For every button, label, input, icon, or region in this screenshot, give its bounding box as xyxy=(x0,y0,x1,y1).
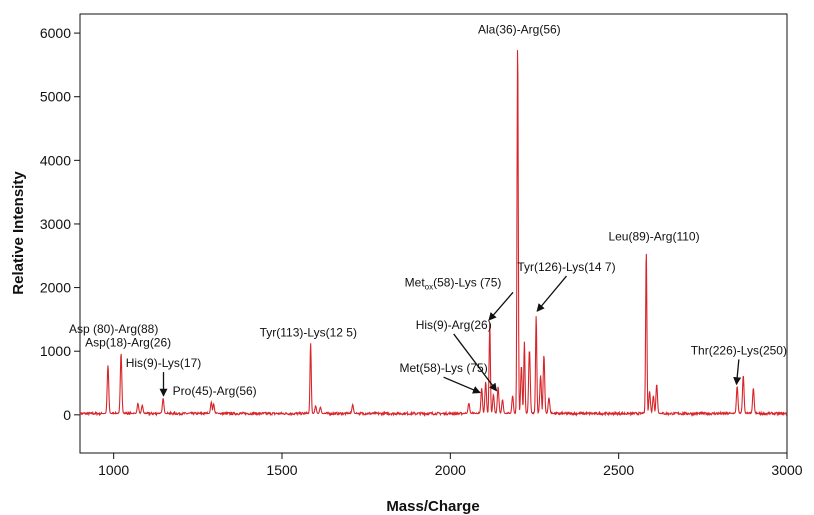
peak-label: Met(58)-Lys (75) xyxy=(399,361,487,375)
x-tick-label: 1500 xyxy=(266,462,297,478)
peak-label: Ala(36)-Arg(56) xyxy=(478,23,561,37)
annotation-arrow xyxy=(733,359,742,386)
annotation-arrow xyxy=(453,333,498,392)
x-tick-label: 3000 xyxy=(771,462,802,478)
peak-annotations: Asp (80)-Arg(88)Asp(18)-Arg(26) His(9)-Ly… xyxy=(69,23,787,398)
x-axis-ticks: 1000 1500 2000 2500 3000 xyxy=(98,453,803,478)
peak-label: Tyr(126)-Lys(14 7) xyxy=(517,260,615,274)
y-tick-label: 1000 xyxy=(40,343,71,359)
y-tick-label: 6000 xyxy=(40,25,71,41)
y-axis-ticks: 0 1000 2000 3000 4000 5000 6000 xyxy=(40,25,80,423)
peak-label: Asp(18)-Arg(26) xyxy=(85,336,171,350)
peak-label: His(9)-Lys(17) xyxy=(126,356,202,370)
x-tick-label: 2500 xyxy=(603,462,634,478)
y-tick-label: 0 xyxy=(63,407,71,423)
peak-label-met-ox: Metox(58)-Lys (75) xyxy=(405,275,502,291)
peak-label: Tyr(113)-Lys(12 5) xyxy=(260,326,357,340)
y-tick-label: 5000 xyxy=(40,89,71,105)
annotation-arrow xyxy=(488,291,514,321)
peak-label: Pro(45)-Arg(56) xyxy=(173,384,257,398)
peak-label: His(9)-Arg(26) xyxy=(416,318,492,332)
annotation-arrow xyxy=(443,376,481,394)
x-tick-label: 1000 xyxy=(98,462,129,478)
plot-frame xyxy=(79,13,788,454)
y-tick-label: 4000 xyxy=(40,152,71,168)
peak-label: Asp (80)-Arg(88) xyxy=(69,322,158,336)
y-tick-label: 2000 xyxy=(40,280,71,296)
y-tick-label: 3000 xyxy=(40,216,71,232)
spectrum-trace xyxy=(79,50,788,417)
peak-label: Leu(89)-Arg(110) xyxy=(608,229,699,243)
annotation-arrows xyxy=(159,275,742,397)
annotation-arrow xyxy=(536,275,567,312)
x-axis-title: Mass/Charge xyxy=(386,498,479,515)
peak-label: Thr(226)-Lys(250) xyxy=(691,343,787,357)
x-tick-label: 2000 xyxy=(435,462,466,478)
y-axis-title: Relative Intensity xyxy=(10,171,27,295)
